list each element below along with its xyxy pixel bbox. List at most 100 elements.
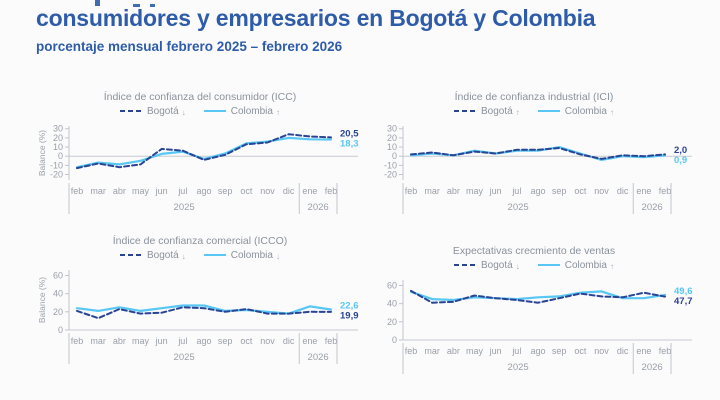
legend-label: Bogotá (481, 105, 513, 117)
svg-text:dic: dic (283, 186, 295, 196)
svg-text:mar: mar (90, 186, 106, 196)
svg-text:10: 10 (387, 142, 397, 152)
end-value-label: 0,9 (674, 155, 687, 166)
svg-text:jun: jun (155, 186, 168, 196)
svg-text:feb: feb (405, 186, 418, 196)
svg-text:sep: sep (218, 336, 233, 346)
solid-line-swatch (537, 110, 560, 112)
year-label: 2026 (642, 362, 663, 373)
svg-text:feb: feb (325, 186, 338, 196)
clipped-title-fragment (95, 0, 100, 6)
svg-text:feb: feb (71, 336, 84, 346)
legend-item-colombia: Colombia ↑ (537, 260, 614, 271)
svg-text:oct: oct (574, 186, 587, 196)
svg-text:20: 20 (387, 133, 397, 143)
svg-text:may: may (132, 336, 150, 346)
svg-text:nov: nov (260, 336, 275, 346)
trend-down-arrow-icon: ↓ (275, 251, 280, 261)
end-value-label: 19,9 (340, 311, 359, 322)
svg-text:mar: mar (424, 186, 440, 196)
chart-title: Índice de confianza del consumidor (ICC) (103, 91, 297, 103)
legend-item-colombia: Colombia ↑ (537, 105, 614, 117)
trend-up-arrow-icon: ↑ (275, 107, 280, 117)
svg-text:dic: dic (617, 186, 629, 196)
legend-item-colombia: Colombia ↑ (203, 105, 280, 117)
svg-text:0: 0 (58, 325, 63, 335)
legend-item-colombia: Colombia ↓ (203, 249, 280, 261)
dashed-line-swatch (454, 110, 477, 112)
legend-label: Colombia (230, 105, 273, 117)
year-label: 2025 (174, 352, 195, 363)
svg-text:30: 30 (53, 124, 63, 134)
svg-text:40: 40 (53, 289, 63, 299)
svg-text:0: 0 (392, 151, 397, 161)
end-value-label: 18,3 (340, 138, 359, 149)
svg-text:feb: feb (71, 186, 84, 196)
svg-text:0: 0 (392, 335, 397, 345)
x-axis: feb mar abr may jun jul ago sep oct nov dic ene feb2… (402, 183, 672, 214)
svg-text:ago: ago (530, 346, 545, 356)
legend-label: Bogotá (147, 249, 179, 261)
svg-text:oct: oct (574, 346, 587, 356)
trend-down-arrow-icon: ↓ (181, 251, 186, 261)
year-label: 2026 (308, 202, 329, 213)
svg-text:nov: nov (260, 186, 275, 196)
trend-up-arrow-icon: ↑ (609, 261, 614, 271)
svg-text:10: 10 (53, 142, 63, 152)
svg-text:abr: abr (447, 346, 460, 356)
svg-text:feb: feb (659, 346, 672, 356)
clipped-title-fragment (150, 4, 155, 7)
chart-consumer-confidence: Índice de confianza del consumidor (ICC)… (37, 90, 362, 216)
svg-text:sep: sep (552, 346, 567, 356)
svg-text:may: may (132, 186, 150, 196)
svg-text:feb: feb (659, 186, 672, 196)
chart-commercial-confidence: Índice de confianza comercial (ICCO) Bog… (37, 234, 362, 366)
year-label: 2026 (642, 202, 663, 213)
svg-text:Balance (%): Balance (%) (37, 277, 47, 323)
legend-label: Colombia (564, 105, 607, 117)
svg-text:mar: mar (90, 336, 106, 346)
chart-legend: Bogotá ↓ Colombia ↓ (38, 248, 362, 262)
svg-text:may: may (466, 346, 484, 356)
year-label: 2025 (508, 202, 529, 213)
series-line-bogotá (76, 306, 332, 320)
legend-item-bogotá: Bogotá ↓ (454, 260, 520, 271)
x-axis: feb mar abr may jun jul ago sep oct nov dic ene feb2… (68, 333, 338, 364)
page-subtitle: porcentaje mensual febrero 2025 – febrer… (36, 39, 343, 54)
svg-text:oct: oct (240, 336, 253, 346)
svg-text:-20: -20 (50, 170, 63, 180)
svg-text:dic: dic (617, 346, 629, 356)
trend-up-arrow-icon: ↑ (515, 107, 520, 117)
svg-text:ene: ene (636, 186, 651, 196)
end-value-label: 22,6 (340, 301, 359, 312)
svg-text:ene: ene (302, 186, 317, 196)
svg-text:sep: sep (552, 186, 567, 196)
legend-label: Colombia (230, 249, 273, 261)
series-line-bogotá (76, 133, 332, 170)
legend-item-bogotá: Bogotá ↓ (120, 106, 186, 117)
svg-text:20: 20 (53, 307, 63, 317)
chart-legend: Bogotá ↑ Colombia ↑ (372, 104, 696, 118)
svg-text:-10: -10 (50, 160, 63, 170)
chart-legend: Bogotá ↓ Colombia ↑ (372, 258, 696, 272)
svg-text:jul: jul (511, 346, 521, 356)
dashed-line-swatch (120, 110, 143, 112)
svg-text:ene: ene (636, 346, 651, 356)
y-axis: 60 40 20 0 (53, 270, 70, 335)
svg-text:30: 30 (387, 124, 397, 134)
svg-text:jul: jul (177, 186, 187, 196)
series-line-colombia (75, 136, 333, 169)
svg-text:feb: feb (325, 336, 338, 346)
chart-industrial-confidence: Índice de confianza industrial (ICI) Bog… (372, 90, 696, 216)
svg-text:jul: jul (177, 336, 187, 346)
svg-text:abr: abr (447, 186, 460, 196)
svg-text:40: 40 (387, 299, 397, 309)
svg-text:ago: ago (196, 186, 211, 196)
svg-text:jun: jun (155, 336, 168, 346)
